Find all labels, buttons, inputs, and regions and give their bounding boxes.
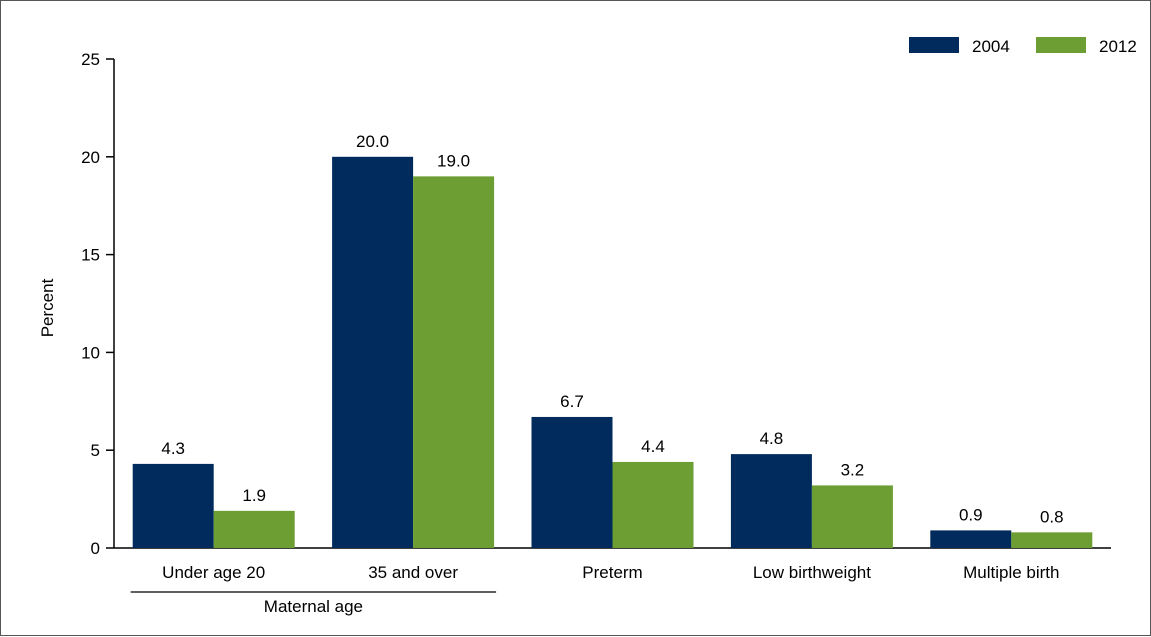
- data-labels: 4.3 1.9 20.0 19.0 6.7 4.4 4.8 3.2 0.9 0.8: [161, 132, 1063, 527]
- legend-label: 2004: [972, 37, 1010, 56]
- category-group: Maternal age: [130, 591, 497, 616]
- group-label: Maternal age: [264, 597, 363, 616]
- bar-value-label: 19.0: [437, 151, 470, 170]
- bar-value-label: 4.8: [760, 429, 784, 448]
- x-tick-label: Low birthweight: [753, 563, 871, 582]
- x-tick-label: Under age 20: [162, 563, 265, 582]
- x-tick-labels: Under age 20 35 and over Preterm Low birthw…: [162, 563, 1059, 582]
- y-tick-label: 0: [91, 539, 100, 558]
- bar: [531, 416, 613, 548]
- y-tick-label: 5: [91, 441, 100, 460]
- legend-swatch: [1036, 37, 1086, 53]
- bar: [1011, 532, 1093, 548]
- bar-value-label: 6.7: [560, 392, 584, 411]
- bar-value-label: 0.8: [1040, 507, 1064, 526]
- bar-value-label: 0.9: [959, 505, 983, 524]
- y-tick-label: 15: [81, 246, 100, 265]
- x-tick-label: 35 and over: [368, 563, 458, 582]
- bar: [332, 156, 414, 549]
- bar-value-label: 4.4: [641, 437, 665, 456]
- legend: 2004 2012: [909, 37, 1137, 56]
- bars: [132, 156, 1093, 549]
- legend-swatch: [909, 37, 959, 53]
- y-tick-label: 25: [81, 50, 100, 69]
- bar: [612, 461, 694, 548]
- bar: [811, 485, 893, 548]
- bar: [213, 510, 295, 548]
- bar: [132, 463, 214, 548]
- x-tick-label: Preterm: [582, 563, 642, 582]
- bar: [930, 530, 1012, 548]
- bar: [413, 176, 495, 549]
- bar-value-label: 3.2: [841, 460, 865, 479]
- legend-label: 2012: [1099, 37, 1137, 56]
- bar-value-label: 1.9: [242, 486, 266, 505]
- y-tick-label: 10: [81, 343, 100, 362]
- bar-value-label: 4.3: [161, 439, 185, 458]
- y-tick-label: 20: [81, 148, 100, 167]
- bar: [730, 454, 812, 548]
- bar-value-label: 20.0: [356, 132, 389, 151]
- y-axis-title: Percent: [38, 278, 57, 337]
- x-tick-label: Multiple birth: [963, 563, 1059, 582]
